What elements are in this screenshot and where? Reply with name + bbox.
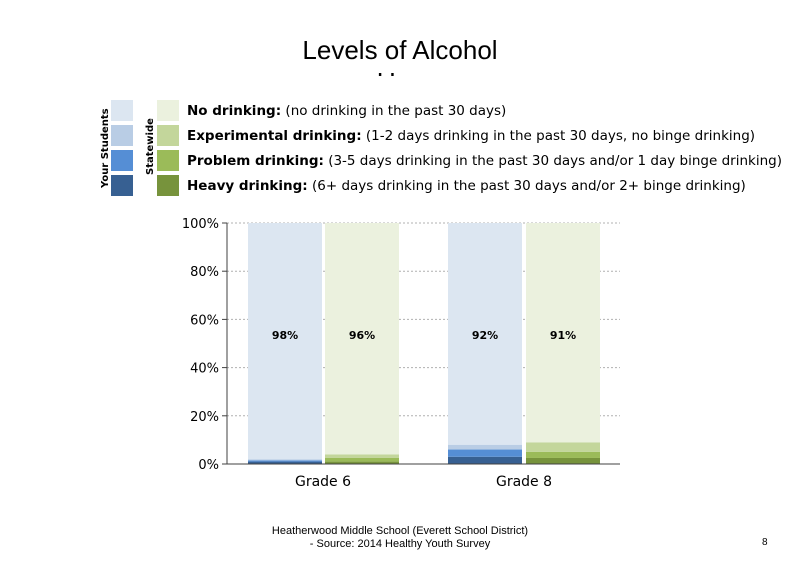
legend-swatch-your-experimental [111,125,133,146]
bar-segment [448,444,522,450]
y-tick-label: 80% [190,265,219,280]
footer-source: - Source: 2014 Healthy Youth Survey [309,538,491,550]
y-tick-label: 0% [198,458,219,473]
legend-entry-name: Heavy drinking: [187,178,308,194]
bar-segment [448,223,522,445]
legend-swatch-your-problem [111,150,133,171]
legend-entry-name: Experimental drinking: [187,128,362,144]
data-label: 91% [550,329,576,342]
bar-segment [526,457,600,464]
y-tick-label: 40% [190,362,219,377]
page-number: 8 [762,537,768,548]
legend-entry-desc: (6+ days drinking in the past 30 days an… [312,178,746,194]
footer-school: Heatherwood Middle School (Everett Schoo… [271,525,529,537]
legend-entry-problem-drinking: Problem drinking: (3-5 days drinking in … [187,152,782,170]
legend-entry-desc: (3-5 days drinking in the past 30 days a… [328,153,782,169]
y-tick-label: 60% [190,313,219,328]
legend-entry-name: No drinking: [187,103,282,119]
bar-segment [448,449,522,457]
legend-swatch-state-no [157,100,179,121]
bar-segment [248,223,322,460]
bar-segment [448,456,522,464]
chart-title-line1: Levels of Alcohol [302,35,498,65]
bar-segment [248,460,322,462]
bar-segment [526,223,600,443]
x-category-label: Grade 8 [496,474,552,490]
chart-title: Levels of Alcohol Use [0,34,800,76]
legend-entry-desc: (1-2 days drinking in the past 30 days, … [365,128,756,144]
bar-segment [526,442,600,452]
chart-title-line2: Use [0,66,800,76]
footer: Heatherwood Middle School (Everett Schoo… [200,525,600,551]
bar-segment [248,461,322,464]
legend-entry-no-drinking: No drinking: (no drinking in the past 30… [187,102,506,120]
bar-segment [325,461,399,464]
bar-segment [325,223,399,455]
legend-entry-name: Problem drinking: [187,153,324,169]
legend-swatch-state-heavy [157,175,179,196]
data-label: 92% [472,329,498,342]
bar-segment [248,459,322,461]
bar-segment [325,454,399,458]
legend-swatch-your-no [111,100,133,121]
y-tick-label: 100% [182,217,219,232]
legend-swatch-your-heavy [111,175,133,196]
x-category-label: Grade 6 [295,474,351,490]
legend-entry-heavy-drinking: Heavy drinking: (6+ days drinking in the… [187,177,746,195]
legend-entry-experimental-drinking: Experimental drinking: (1-2 days drinkin… [187,127,755,145]
bar-segment [526,451,600,458]
legend-entry-desc: (no drinking in the past 30 days) [285,103,507,119]
legend-swatch-state-problem [157,150,179,171]
y-tick-label: 20% [190,410,219,425]
legend-swatch-state-experimental [157,125,179,146]
data-label: 98% [272,329,298,342]
data-label: 96% [349,329,375,342]
bar-segment [325,457,399,462]
